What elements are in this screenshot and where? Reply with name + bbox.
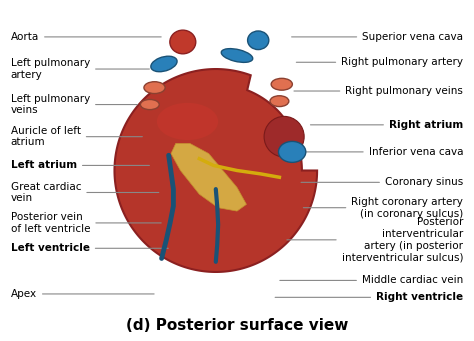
Text: (d) Posterior surface view: (d) Posterior surface view	[126, 318, 348, 333]
Ellipse shape	[157, 103, 218, 140]
Text: Posterior vein
of left ventricle: Posterior vein of left ventricle	[11, 212, 161, 234]
Text: Aorta: Aorta	[11, 32, 161, 42]
Text: Posterior
interventricular
artery (in posterior
interventricular sulcus): Posterior interventricular artery (in po…	[287, 218, 463, 262]
Text: Apex: Apex	[11, 289, 154, 299]
Text: Left pulmonary
artery: Left pulmonary artery	[11, 58, 149, 80]
Ellipse shape	[170, 30, 196, 54]
Polygon shape	[115, 69, 317, 272]
Ellipse shape	[270, 96, 289, 107]
Text: Right atrium: Right atrium	[310, 120, 463, 130]
Ellipse shape	[264, 116, 304, 157]
Polygon shape	[171, 144, 246, 211]
Ellipse shape	[278, 142, 306, 162]
Text: Auricle of left
atrium: Auricle of left atrium	[11, 126, 142, 147]
Text: Great cardiac
vein: Great cardiac vein	[11, 182, 159, 203]
Text: Left pulmonary
veins: Left pulmonary veins	[11, 94, 137, 115]
Text: Left ventricle: Left ventricle	[11, 243, 168, 253]
Text: Right pulmonary artery: Right pulmonary artery	[296, 57, 463, 67]
Text: Right pulmonary veins: Right pulmonary veins	[294, 86, 463, 96]
Text: Right ventricle: Right ventricle	[275, 292, 463, 302]
Ellipse shape	[151, 56, 177, 72]
Text: Right coronary artery
(in coronary sulcus): Right coronary artery (in coronary sulcu…	[303, 197, 463, 219]
Ellipse shape	[140, 100, 159, 109]
Ellipse shape	[247, 31, 269, 49]
Ellipse shape	[221, 49, 253, 62]
Text: Coronary sinus: Coronary sinus	[301, 177, 463, 187]
Text: Inferior vena cava: Inferior vena cava	[303, 147, 463, 157]
Text: Middle cardiac vein: Middle cardiac vein	[280, 276, 463, 285]
Ellipse shape	[144, 82, 165, 93]
Ellipse shape	[271, 78, 292, 90]
Text: Left atrium: Left atrium	[11, 160, 149, 170]
Text: Superior vena cava: Superior vena cava	[292, 32, 463, 42]
